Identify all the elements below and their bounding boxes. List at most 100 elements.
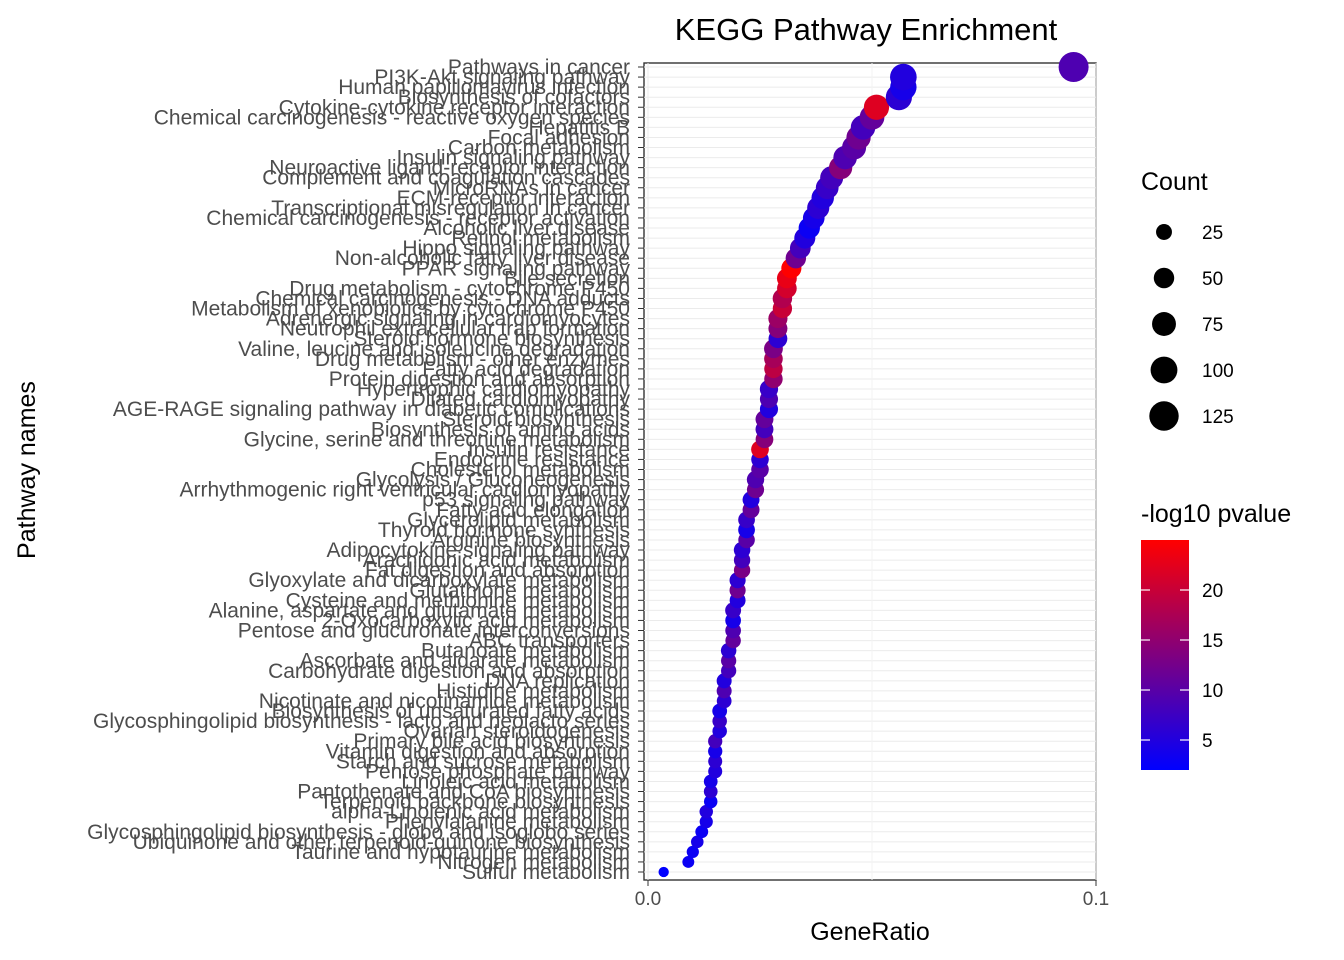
- pathway-label: Pantothenate and CoA biosynthesis: [297, 781, 630, 804]
- pathway-label: Endocrine resistance: [434, 448, 630, 471]
- pathway-point: [708, 764, 723, 779]
- chart-title: KEGG Pathway Enrichment: [675, 12, 1058, 47]
- pathway-label: Biosynthesis of cofactors: [398, 86, 630, 109]
- data-points: [658, 52, 1089, 878]
- pvalue-colorbar: [1141, 540, 1189, 770]
- pathway-point: [695, 825, 709, 839]
- pathway-label: PPAR signaling pathway: [402, 257, 631, 280]
- pvalue-legend-title: -log10 pvalue: [1141, 500, 1291, 528]
- pathway-label: Alcoholic liver disease: [423, 217, 630, 240]
- pathway-label: Starch and sucrose metabolism: [336, 750, 630, 773]
- pathway-point: [863, 94, 890, 120]
- count-legend-key: [1156, 224, 1172, 240]
- count-legend-title: Count: [1141, 168, 1208, 196]
- pathway-label: Biosynthesis of amino acids: [371, 418, 630, 441]
- pathway-label: Hypertrophic cardiomyopathy: [357, 378, 631, 401]
- pathway-label: AGE-RAGE signaling pathway in diabetic c…: [113, 398, 630, 421]
- count-legend-label: 50: [1202, 269, 1223, 290]
- pathway-label: alpha-Linolenic acid metabolism: [331, 801, 630, 824]
- pathway-label: Hippo signaling pathway: [402, 237, 630, 260]
- pathway-point: [712, 713, 727, 729]
- pathway-label: Fatty acid elongation: [436, 499, 630, 522]
- pathway-label: Carbon metabolism: [448, 137, 630, 160]
- pathway-label: Adrenergic signaling in cardiomyocytes: [266, 308, 630, 331]
- pathway-label: Glyoxylate and dicarboxylate metabolism: [248, 569, 630, 592]
- x-axis-ticks: 0.0 0.1: [635, 880, 1109, 910]
- pathway-label: Ascorbate and aldarate metabolism: [300, 650, 630, 673]
- pathway-label: Transcriptional misregulation in cancer: [271, 197, 630, 220]
- pathway-label: Nicotinate and nicotinamide metabolism: [259, 690, 630, 713]
- pathway-label: Valine, leucine and isoleucine degradati…: [238, 338, 630, 361]
- pathway-label: Focal adhesion: [488, 126, 630, 149]
- x-tick-label: 0.1: [1083, 889, 1109, 910]
- pathway-label: Nitrogen metabolism: [437, 851, 630, 874]
- count-legend-label: 25: [1202, 223, 1223, 244]
- count-legend-label: 75: [1202, 315, 1223, 336]
- pathway-label: Cholesterol metabolism: [411, 459, 630, 482]
- count-legend-key: [1153, 267, 1175, 289]
- count-legend-key: [1152, 312, 1176, 336]
- pathway-label: Pentose and glucuronate interconversions: [238, 620, 630, 643]
- pathway-label: Non-alcoholic fatty liver disease: [335, 247, 630, 270]
- pathway-label: Steroid biosynthesis: [442, 408, 630, 431]
- pathway-label: DNA replication: [485, 670, 630, 693]
- pathway-label: Sulfur metabolism: [462, 861, 630, 884]
- colorbar-tick-label: 20: [1202, 581, 1223, 602]
- pathway-label: Glycosphingolipid biosynthesis - lacto a…: [93, 710, 630, 733]
- pathway-point: [699, 804, 713, 819]
- pathway-label: Histidine metabolism: [436, 680, 630, 703]
- pathway-point: [1058, 52, 1089, 82]
- pathway-label: Arrhythmogenic right ventricular cardiom…: [179, 479, 630, 502]
- pathway-label: Primary bile acid biosynthesis: [353, 730, 630, 753]
- pathway-label: Bile secretion: [504, 267, 630, 290]
- pathway-point: [699, 815, 713, 829]
- pathway-label: Alanine, aspartate and glutamate metabol…: [209, 599, 630, 622]
- x-axis-title: GeneRatio: [810, 918, 930, 946]
- pathway-label: ABC transporters: [469, 630, 630, 653]
- pathway-label: Glycosphingolipid biosynthesis - globo a…: [87, 821, 630, 844]
- pathway-label: Phenylalanine metabolism: [385, 811, 630, 834]
- pathway-label: Retinol metabolism: [451, 227, 630, 250]
- pathway-point: [708, 754, 723, 769]
- pathway-label: Cytokine-cytokine receptor interaction: [279, 96, 630, 119]
- count-legend-key: [1149, 401, 1179, 431]
- pathway-label: Neuroactive ligand-receptor interaction: [269, 157, 630, 180]
- pathway-label: Neutrophil extracellular trap formation: [280, 318, 630, 341]
- pathway-label: Metabolism of xenobiotics by cytochrome …: [191, 298, 630, 321]
- pathway-label: MicroRNAs in cancer: [433, 177, 630, 200]
- pathway-label: Arachidonic acid metabolism: [363, 549, 630, 572]
- colorbar-tick-label: 10: [1202, 681, 1223, 702]
- pathway-point: [712, 723, 727, 739]
- pathway-label: Ovarian steroidogenesis: [404, 720, 630, 743]
- colorbar-tick-label: 15: [1202, 631, 1223, 652]
- pathway-point: [682, 855, 695, 868]
- pathway-label: 2-Oxocarboxylic acid metabolism: [322, 609, 630, 632]
- pathway-label: Ubiquinone and other terpenoid-quinone b…: [133, 831, 630, 854]
- pvalue-colorbar-ticks: 5 10 15 20: [1141, 581, 1223, 752]
- count-legend: Count 25 50 75 100 125: [1141, 168, 1234, 431]
- pathway-label: Glycerolipid metabolism: [407, 509, 630, 532]
- pathway-label: Chemical carcinogenesis - DNA adducts: [255, 287, 630, 310]
- pathway-label: Butanoate metabolism: [421, 640, 630, 663]
- pathway-label: Human papillomavirus infection: [338, 76, 630, 99]
- colorbar-tick-label: 5: [1202, 731, 1213, 752]
- y-axis-title: Pathway names: [13, 381, 41, 559]
- pathway-label: Carbohydrate digestion and absorption: [268, 660, 630, 683]
- pathway-label: Cysteine and methionine metabolism: [286, 589, 630, 612]
- pathway-label: Chemical carcinogenesis - reactive oxyge…: [154, 106, 630, 129]
- pathway-label: Pentose phosphate pathway: [365, 760, 631, 783]
- pvalue-legend: -log10 pvalue 5 10 15 20: [1141, 500, 1291, 770]
- pathway-label: ECM-receptor interaction: [397, 187, 630, 210]
- pathway-point: [658, 866, 669, 878]
- pathway-label: Adipocytokine signaling pathway: [326, 539, 630, 562]
- pathway-label: Insulin signaling pathway: [397, 147, 631, 170]
- pathway-label: Steroid hormone biosynthesis: [353, 328, 630, 351]
- pathway-point: [703, 784, 718, 799]
- pathway-label: Terpenoid backbone biosynthesis: [319, 791, 630, 814]
- pathway-point: [890, 63, 917, 91]
- pathway-point: [708, 744, 723, 759]
- pathway-label: Vitamin digestion and absorption: [326, 740, 630, 763]
- pathway-label: Glycolysis / Gluconeogenesis: [356, 469, 630, 492]
- count-legend-label: 100: [1202, 361, 1234, 382]
